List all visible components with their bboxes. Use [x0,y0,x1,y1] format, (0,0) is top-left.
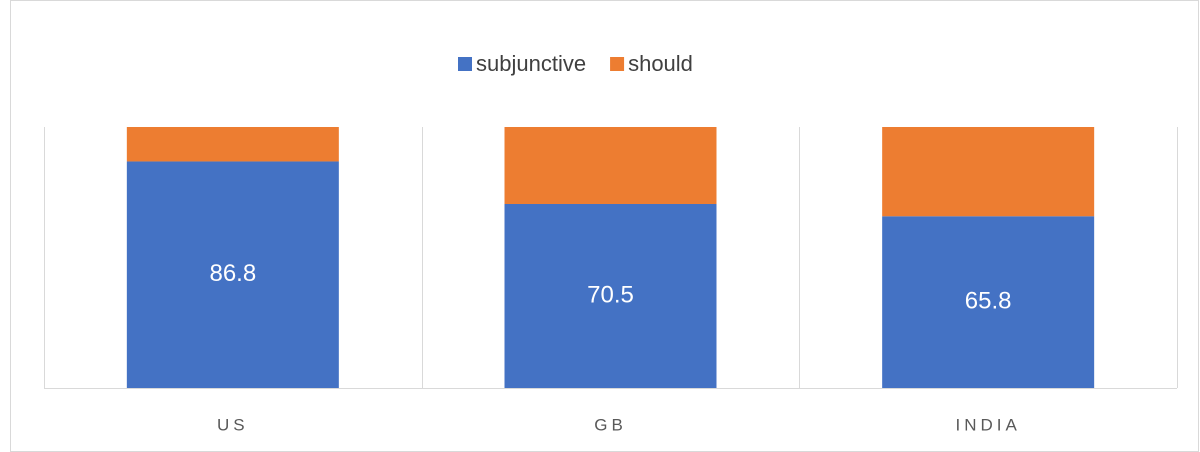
bar-segment [882,127,1095,217]
legend-swatch [458,57,472,71]
x-tick-label: INDIA [955,415,1020,434]
bar-segment [882,216,1095,388]
data-label: 86.8 [209,260,256,287]
x-tick-label: US [217,415,249,434]
data-label: 65.8 [965,287,1012,314]
legend-label: subjunctive [476,51,586,76]
bar-segment [504,203,717,388]
bar-segment [126,161,339,388]
x-tick-label: GB [594,415,627,434]
legend-swatch [610,57,625,71]
bar-segment [504,127,717,204]
data-label: 70.5 [587,281,634,308]
bar-segment [126,127,339,162]
legend-label: should [628,51,693,76]
